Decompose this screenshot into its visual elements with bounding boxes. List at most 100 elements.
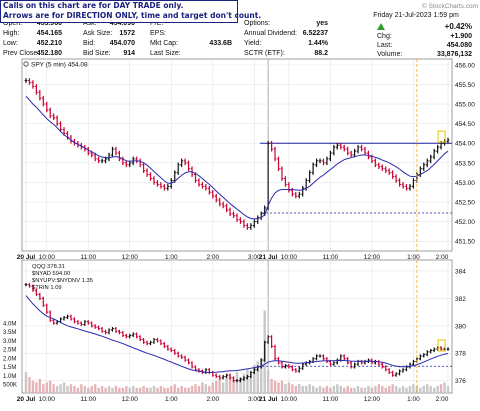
- volume-tick-label: 500K: [3, 383, 17, 389]
- volume-bar: [163, 387, 166, 393]
- volume-bar: [343, 387, 346, 393]
- y-tick-label: 378: [455, 351, 466, 358]
- x-tick-label: 21 Jul: [259, 254, 278, 261]
- quote-label: Mkt Cap:: [150, 40, 178, 47]
- volume-bar: [446, 385, 450, 393]
- volume-bar: [69, 384, 73, 393]
- volume-bar: [187, 387, 190, 393]
- volume-bar: [135, 387, 138, 393]
- quote-value: 454.070: [110, 40, 135, 47]
- volume-tick-label: 2.5M: [3, 348, 16, 354]
- volume-bar: [391, 384, 394, 393]
- volume-bar: [221, 382, 225, 393]
- volume-bar: [353, 387, 356, 393]
- volume-bar: [183, 387, 187, 393]
- x-tick-label: 11:00: [322, 254, 338, 261]
- volume-bar: [201, 382, 204, 393]
- x-tick-label: 20 Jul: [17, 396, 36, 403]
- x-tick-label: 11:00: [80, 254, 96, 261]
- volume-bar: [38, 378, 42, 393]
- quote-value: 6.52237: [303, 30, 328, 37]
- volume-bar: [62, 382, 66, 393]
- volume-bar: [256, 361, 259, 393]
- quote-value: yes: [316, 20, 328, 27]
- legend-marker-icon: [23, 61, 29, 67]
- volume-bar: [194, 384, 197, 393]
- quote-value: 914: [123, 50, 135, 57]
- volume-label: Volume:: [377, 51, 402, 58]
- volume-bar: [138, 387, 142, 393]
- volume-bar: [325, 385, 329, 393]
- volume-bar: [128, 387, 131, 393]
- volume-bar: [280, 380, 284, 393]
- change-percent: +0.42%: [445, 22, 472, 31]
- x-tick-label: 10:00: [39, 254, 56, 261]
- chg-value: +1.900: [450, 33, 472, 40]
- x-tick-label: 2:00: [436, 396, 449, 403]
- quote-label: Options:: [244, 20, 270, 27]
- quote-label: Last Size:: [150, 50, 181, 57]
- volume-bar: [270, 378, 273, 393]
- volume-bar: [339, 385, 342, 393]
- x-tick-label: 2:00: [436, 254, 449, 261]
- volume-bar: [363, 387, 367, 393]
- quote-label: Ask:: [83, 20, 97, 27]
- volume-tick-label: 3.5M: [3, 330, 16, 336]
- quote-label: SCTR (ETF):: [244, 50, 285, 57]
- volume-bar: [152, 385, 156, 393]
- volume-bar: [419, 387, 422, 393]
- volume-bar: [239, 377, 242, 393]
- volume-bar: [370, 387, 374, 393]
- volume-bar: [426, 384, 429, 393]
- quote-value: 88.2: [314, 50, 328, 57]
- volume-bar: [145, 387, 149, 393]
- x-tick-label: 1:00: [407, 254, 420, 261]
- volume-tick-label: 4.0M: [3, 321, 16, 327]
- volume-bar: [273, 380, 277, 393]
- volume-tick-label: 1.0M: [3, 374, 16, 380]
- quote-label: Low:: [3, 40, 18, 47]
- y-tick-label: 454.00: [455, 141, 475, 148]
- volume-bar: [304, 385, 308, 393]
- quote-value: 452.210: [37, 40, 62, 47]
- y-tick-label: 376: [455, 378, 466, 385]
- volume-bar: [412, 384, 415, 393]
- volume-bar: [159, 385, 163, 393]
- volume-bar: [215, 380, 218, 393]
- disclaimer-line-1: Calls on this chart are for DAY TRADE on…: [3, 1, 184, 10]
- volume-bar: [111, 387, 114, 393]
- x-tick-label: 12:00: [364, 396, 381, 403]
- x-tick-label: 1:00: [407, 396, 420, 403]
- y-tick-label: 384: [455, 268, 466, 275]
- date-time: Friday 21-Jul-2023 1:59 pm: [373, 12, 459, 19]
- up-triangle-icon: [377, 23, 385, 30]
- volume-bar: [149, 387, 152, 393]
- quote-value: 433.6B: [209, 40, 232, 47]
- watermark: © StockCharts.com: [422, 2, 478, 10]
- volume-bar: [232, 378, 235, 393]
- volume-bar: [225, 377, 228, 393]
- volume-bar: [156, 387, 159, 393]
- volume-bar: [387, 385, 391, 393]
- volume-bar: [93, 384, 97, 393]
- volume-bar: [346, 385, 349, 393]
- quote-label: Bid:: [83, 40, 95, 47]
- last-price-highlight: [437, 339, 446, 352]
- chg-label: Chg:: [377, 33, 392, 40]
- volume-bar: [24, 371, 28, 393]
- volume-bar: [204, 384, 208, 393]
- volume-bar: [180, 385, 183, 393]
- x-tick-label: 3:00: [248, 396, 261, 403]
- quote-label: High:: [3, 30, 19, 37]
- quote-value: 454.090: [110, 20, 135, 27]
- volume-bar: [52, 384, 55, 393]
- volume-bar: [66, 385, 69, 393]
- volume-bar: [55, 385, 59, 393]
- y-tick-label: 455.50: [455, 82, 475, 89]
- volume-bar: [173, 384, 176, 393]
- volume-bar: [377, 384, 381, 393]
- moving-average-line: [25, 95, 449, 220]
- x-tick-label: 10:00: [281, 396, 298, 403]
- volume-bar: [114, 385, 118, 393]
